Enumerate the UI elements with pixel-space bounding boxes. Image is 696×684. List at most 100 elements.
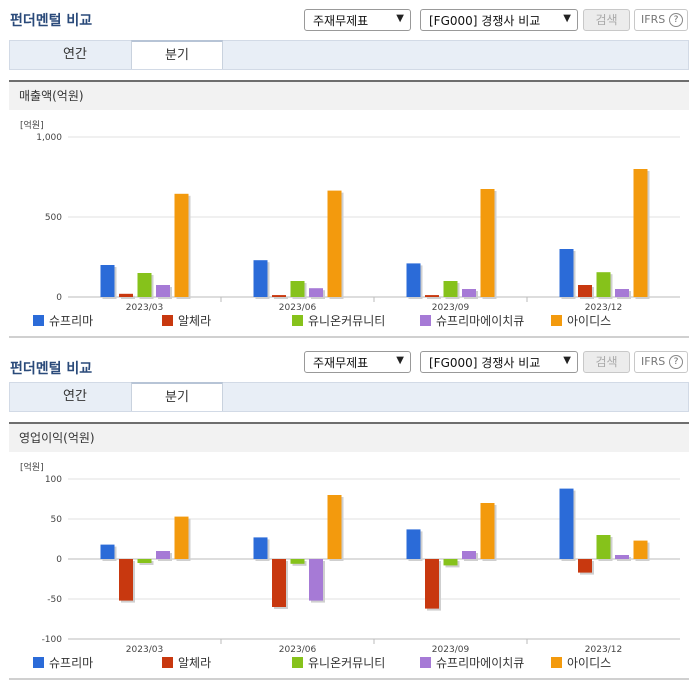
x-tick-label: 2023/12 <box>585 645 622 655</box>
ifrs-button[interactable]: IFRS ? <box>634 351 688 373</box>
bar <box>137 273 152 297</box>
legend-label: 아이디스 <box>567 656 612 670</box>
legend-item[interactable]: 슈프리마 <box>33 313 93 331</box>
statement-select[interactable]: 주재무제표 ▼ <box>304 9 411 31</box>
bar <box>272 559 286 607</box>
chevron-down-icon: ▼ <box>563 355 571 366</box>
statement-select[interactable]: 주재무제표 ▼ <box>304 351 411 373</box>
tab-quarterly[interactable]: 분기 <box>131 382 223 411</box>
legend-swatch <box>33 657 44 668</box>
bar <box>615 555 629 559</box>
bar <box>119 293 133 297</box>
y-tick-label: 0 <box>56 293 62 303</box>
legend-label: 슈프리마에이치큐 <box>436 656 525 670</box>
legend-label: 슈프리마 <box>49 656 94 670</box>
bar <box>174 193 189 297</box>
bar <box>174 516 189 559</box>
bar-shadow <box>274 297 288 299</box>
compare-select[interactable]: [FG000] 경쟁사 비교 ▼ <box>420 351 578 373</box>
bar <box>425 295 439 297</box>
bar <box>309 288 323 297</box>
legend-item[interactable]: 슈프리마에이치큐 <box>420 655 524 673</box>
legend-item[interactable]: 알체라 <box>162 313 211 331</box>
bar <box>290 281 305 297</box>
legend-item[interactable]: 유니온커뮤니티 <box>292 655 385 673</box>
y-tick-label: 0 <box>56 555 62 565</box>
legend-item[interactable]: 아이디스 <box>551 655 611 673</box>
bar <box>119 559 133 601</box>
search-button[interactable]: 검색 <box>583 351 630 373</box>
bar <box>156 551 170 559</box>
panel-operating-profit: 펀더멘털 비교 주재무제표 ▼ [FG000] 경쟁사 비교 ▼ 검색 IFRS… <box>0 342 696 684</box>
bar <box>596 535 611 559</box>
legend-item[interactable]: 알체라 <box>162 655 211 673</box>
y-tick-label: 500 <box>45 213 62 223</box>
legend-label: 슈프리마에이치큐 <box>436 314 525 328</box>
bar <box>559 249 574 297</box>
chart-legend: 슈프리마 알체라 유니온커뮤니티 슈프리마에이치큐 아이디스 <box>0 313 696 331</box>
bar <box>137 559 152 563</box>
compare-select-value: [FG000] 경쟁사 비교 <box>429 356 541 370</box>
legend-swatch <box>420 657 431 668</box>
legend-swatch <box>292 315 303 326</box>
tab-annual[interactable]: 연간 <box>63 47 87 62</box>
chevron-down-icon: ▼ <box>563 13 571 24</box>
ifrs-label: IFRS <box>641 13 666 26</box>
x-tick-label: 2023/06 <box>279 303 317 313</box>
compare-select[interactable]: [FG000] 경쟁사 비교 ▼ <box>420 9 578 31</box>
legend-swatch <box>551 657 562 668</box>
bar <box>480 189 495 297</box>
panel-title: 펀더멘털 비교 <box>10 13 93 29</box>
legend-item[interactable]: 슈프리마에이치큐 <box>420 313 524 331</box>
x-tick-label: 2023/03 <box>126 645 163 655</box>
bar <box>327 190 342 297</box>
bar <box>615 289 629 297</box>
bar <box>578 559 592 573</box>
bar <box>578 285 592 297</box>
legend-swatch <box>420 315 431 326</box>
legend-label: 유니온커뮤니티 <box>308 656 386 670</box>
compare-select-value: [FG000] 경쟁사 비교 <box>429 14 541 28</box>
panel-header: 펀더멘털 비교 주재무제표 ▼ [FG000] 경쟁사 비교 ▼ 검색 IFRS… <box>0 342 696 377</box>
bar <box>596 272 611 297</box>
legend-item[interactable]: 아이디스 <box>551 313 611 331</box>
x-tick-label: 2023/09 <box>432 303 470 313</box>
legend-item[interactable]: 유니온커뮤니티 <box>292 313 385 331</box>
bar <box>327 495 342 559</box>
unit-label: [억원] <box>20 463 44 473</box>
legend-label: 알체라 <box>178 656 212 670</box>
panel-header: 펀더멘털 비교 주재무제표 ▼ [FG000] 경쟁사 비교 ▼ 검색 IFRS… <box>0 0 696 31</box>
legend-label: 아이디스 <box>567 314 612 328</box>
panel-revenue: 펀더멘털 비교 주재무제표 ▼ [FG000] 경쟁사 비교 ▼ 검색 IFRS… <box>0 0 696 338</box>
legend-label: 유니온커뮤니티 <box>308 314 386 328</box>
tab-annual[interactable]: 연간 <box>63 389 87 404</box>
y-tick-label: 50 <box>51 515 63 525</box>
x-tick-label: 2023/03 <box>126 303 163 313</box>
panel-title: 펀더멘털 비교 <box>10 361 93 377</box>
statement-select-value: 주재무제표 <box>313 356 369 370</box>
x-tick-label: 2023/09 <box>432 645 470 655</box>
ifrs-button[interactable]: IFRS ? <box>634 9 688 31</box>
bar <box>309 559 323 601</box>
search-button[interactable]: 검색 <box>583 9 630 31</box>
bar-shadow <box>427 297 441 299</box>
bar <box>272 295 286 297</box>
divider <box>9 678 689 680</box>
legend-item[interactable]: 슈프리마 <box>33 655 93 673</box>
chart-legend: 슈프리마 알체라 유니온커뮤니티 슈프리마에이치큐 아이디스 <box>0 655 696 673</box>
x-tick-label: 2023/06 <box>279 645 317 655</box>
legend-label: 슈프리마 <box>49 314 94 328</box>
bar <box>633 169 648 297</box>
help-icon[interactable]: ? <box>669 355 683 369</box>
y-tick-label: -50 <box>47 595 62 605</box>
bar <box>633 540 648 559</box>
period-tabs: 연간 분기 <box>9 382 689 412</box>
bar <box>559 488 574 559</box>
bar <box>253 260 268 297</box>
bar <box>100 544 115 559</box>
help-icon[interactable]: ? <box>669 13 683 27</box>
bar <box>290 559 305 564</box>
chevron-down-icon: ▼ <box>396 355 404 366</box>
tab-quarterly[interactable]: 분기 <box>131 40 223 69</box>
bar <box>406 263 421 297</box>
